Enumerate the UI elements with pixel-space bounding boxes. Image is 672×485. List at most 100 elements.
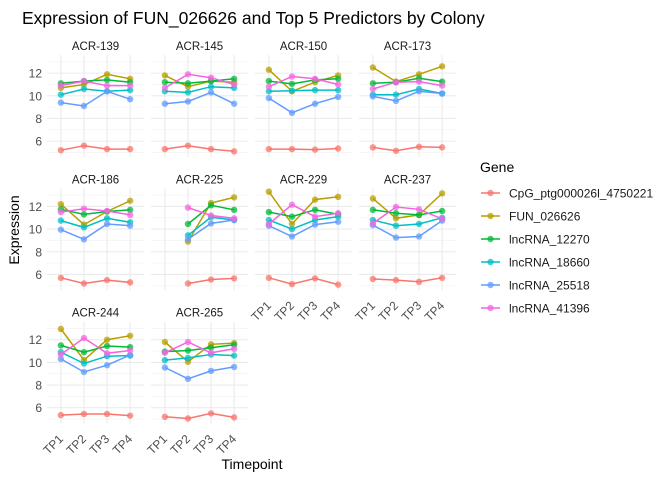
legend-key-point	[487, 189, 494, 197]
series-line	[164, 344, 235, 353]
facet-panels: ACR-139 6 8 10 12 ACR-145 ACR-150 ACR-173 ACR-18…	[29, 41, 456, 457]
y-tick-label: 10	[29, 89, 43, 103]
data-point	[438, 63, 446, 70]
data-point	[438, 144, 446, 151]
series-line	[60, 354, 131, 373]
series-line	[60, 223, 131, 241]
x-tick-label: TP4	[214, 432, 240, 458]
data-point	[80, 211, 88, 218]
data-point	[80, 205, 88, 212]
data-point	[161, 349, 169, 356]
x-axis-label: Timepoint	[222, 456, 283, 472]
data-point	[126, 145, 134, 153]
data-point	[103, 220, 111, 228]
data-point	[103, 71, 111, 78]
y-tick-label: 10	[29, 223, 43, 237]
data-point	[265, 188, 273, 195]
series-cpg_ptg000026l_4750221	[265, 145, 342, 153]
data-point	[334, 81, 342, 88]
data-point	[161, 84, 169, 92]
series-line	[268, 78, 339, 85]
data-point	[103, 342, 111, 350]
data-point	[230, 275, 238, 282]
data-point	[161, 145, 169, 153]
data-point	[80, 360, 88, 367]
series-cpg_ptg000026l_4750221	[369, 143, 446, 154]
x-tick-label: TP2	[168, 432, 194, 458]
data-point	[80, 410, 88, 418]
data-point	[126, 206, 134, 214]
data-point	[369, 93, 377, 100]
series-line	[268, 191, 339, 226]
data-point	[184, 236, 192, 243]
series-lncrna_41396	[265, 73, 342, 90]
data-point	[57, 208, 65, 216]
data-point	[288, 220, 296, 228]
data-point	[103, 350, 111, 357]
data-point	[57, 411, 65, 419]
data-point	[438, 274, 446, 282]
data-point	[369, 206, 377, 214]
series-line	[372, 77, 443, 85]
data-point	[288, 233, 296, 240]
data-point	[161, 356, 169, 364]
data-point	[126, 222, 134, 229]
series-line	[60, 277, 131, 285]
data-point	[415, 143, 423, 150]
data-point	[230, 100, 238, 107]
series-lncrna_41396	[57, 77, 134, 89]
series-line	[372, 217, 443, 227]
y-tick-label: 8	[35, 245, 42, 259]
data-point	[288, 280, 296, 288]
data-point	[288, 73, 296, 80]
data-point	[288, 225, 296, 233]
series-lncrna_12270	[57, 206, 134, 218]
panel-acr-225: ACR-225	[151, 174, 248, 291]
series-lncrna_41396	[265, 201, 342, 228]
data-point	[161, 79, 169, 86]
series-cpg_ptg000026l_4750221	[161, 142, 238, 155]
data-point	[184, 280, 192, 287]
y-tick-label: 6	[35, 135, 42, 149]
panel-acr-186: ACR-186 6 8 10 12	[29, 174, 144, 291]
series-line	[164, 341, 235, 363]
data-point	[369, 64, 377, 71]
data-point	[230, 352, 238, 359]
data-point	[207, 276, 215, 283]
data-point	[230, 148, 238, 155]
data-point	[288, 145, 296, 153]
data-point	[415, 206, 423, 213]
data-point	[230, 414, 238, 421]
series-line	[60, 207, 131, 216]
strip-label: ACR-186	[72, 174, 119, 186]
series-line	[164, 412, 235, 420]
data-point	[334, 145, 342, 152]
series-lncrna_25518	[161, 363, 238, 383]
data-point	[80, 224, 88, 231]
data-point	[265, 145, 273, 153]
data-point	[369, 275, 377, 283]
series-line	[372, 192, 443, 220]
data-point	[438, 190, 446, 197]
data-point	[80, 77, 88, 85]
data-point	[392, 276, 400, 284]
data-point	[103, 336, 111, 343]
legend-key-point	[487, 304, 494, 312]
data-point	[415, 211, 423, 219]
legend-item: CpG_ptg000026l_4750221	[481, 187, 653, 201]
data-point	[184, 89, 192, 96]
data-point	[334, 281, 342, 288]
series-lncrna_18660	[57, 215, 134, 231]
legend-item: lncRNA_18660	[481, 256, 590, 270]
strip-label: ACR-150	[280, 41, 327, 53]
data-point	[57, 351, 65, 358]
data-point	[103, 410, 111, 418]
data-point	[57, 200, 65, 208]
series-line	[372, 88, 443, 96]
data-point	[334, 93, 342, 101]
legend-item: lncRNA_41396	[481, 302, 590, 316]
